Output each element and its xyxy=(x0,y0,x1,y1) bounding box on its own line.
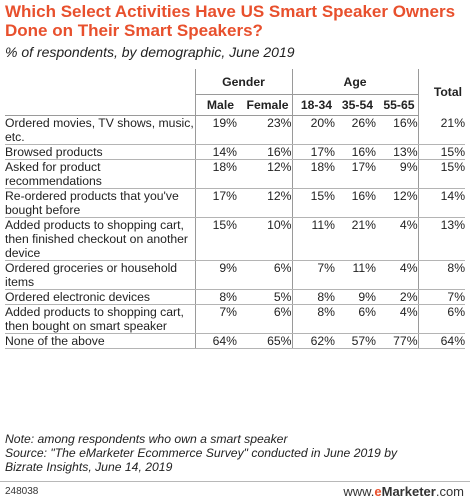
source-line: Source: "The eMarketer Ecommerce Survey"… xyxy=(5,446,398,460)
table-cell: 19% xyxy=(195,115,237,145)
table-cell: 5% xyxy=(237,289,293,305)
brand-logo: www.eMarketer.com xyxy=(343,484,464,499)
table-cell: 16% xyxy=(237,144,293,160)
column-header-18-34: 18-34 xyxy=(292,94,336,116)
table-cell: 8% xyxy=(292,304,336,334)
table-cell: 10% xyxy=(237,217,293,261)
source-note: Note: among respondents who own a smart … xyxy=(5,432,465,474)
table-cell: 64% xyxy=(195,333,237,349)
table-cell: 21% xyxy=(335,217,377,261)
table-cell: 7% xyxy=(418,289,466,305)
table-cell: 8% xyxy=(195,289,237,305)
table-cell: 23% xyxy=(237,115,293,145)
table-cell: 77% xyxy=(376,333,419,349)
table-cell: 11% xyxy=(292,217,336,261)
table-cell: 15% xyxy=(292,188,336,218)
table-row: Added products to shopping cart, then fi… xyxy=(5,217,466,261)
table-cell: 4% xyxy=(376,260,419,290)
table-cell: 17% xyxy=(195,188,237,218)
table-row: Browsed products 14% 16% 17% 16% 13% 15% xyxy=(5,144,466,160)
table-row: Ordered movies, TV shows, music, etc. 19%… xyxy=(5,115,466,145)
table-cell: 65% xyxy=(237,333,293,349)
footer-divider xyxy=(0,481,470,482)
table-cell: 20% xyxy=(292,115,336,145)
table-cell: 7% xyxy=(292,260,336,290)
table-cell: 14% xyxy=(418,188,466,218)
table-cell: 12% xyxy=(376,188,419,218)
table-row: Ordered groceries or household items 9% 6%… xyxy=(5,260,466,290)
brand-name: Marketer xyxy=(381,484,436,499)
table-cell: 14% xyxy=(195,144,237,160)
table-cell: 26% xyxy=(335,115,377,145)
table-cell: 16% xyxy=(335,188,377,218)
table-row: Added products to shopping cart, then bo… xyxy=(5,304,466,334)
column-header-male: Male xyxy=(195,94,237,116)
table-cell: 6% xyxy=(418,304,466,334)
column-header-35-54: 35-54 xyxy=(335,94,377,116)
table-cell: 13% xyxy=(418,217,466,261)
table-cell: 17% xyxy=(292,144,336,160)
table-cell: 9% xyxy=(335,289,377,305)
table-cell: 15% xyxy=(195,217,237,261)
column-header-blank xyxy=(5,94,196,116)
table-cell: 64% xyxy=(418,333,466,349)
brand-prefix: www. xyxy=(343,484,375,499)
table-cell: 7% xyxy=(195,304,237,334)
table-cell: 11% xyxy=(335,260,377,290)
row-label: Ordered groceries or household items xyxy=(5,260,196,290)
column-header-female: Female xyxy=(237,94,293,116)
table-cell: 16% xyxy=(335,144,377,160)
row-label: Asked for product recommendations xyxy=(5,159,196,189)
group-header-blank xyxy=(5,69,196,95)
row-label: Added products to shopping cart, then fi… xyxy=(5,217,196,261)
table-row: Ordered electronic devices 8% 5% 8% 9% 2% 7% xyxy=(5,289,466,305)
table-cell: 21% xyxy=(418,115,466,145)
table-cell: 2% xyxy=(376,289,419,305)
table-cell: 15% xyxy=(418,144,466,160)
row-label: Ordered electronic devices xyxy=(5,289,196,305)
table-cell: 16% xyxy=(376,115,419,145)
table-cell: 6% xyxy=(237,304,293,334)
chart-id: 248038 xyxy=(5,486,39,497)
table-cell: 6% xyxy=(335,304,377,334)
table-cell: 6% xyxy=(237,260,293,290)
row-label: Added products to shopping cart, then bo… xyxy=(5,304,196,334)
table-cell: 9% xyxy=(195,260,237,290)
table-cell: 8% xyxy=(292,289,336,305)
chart-subtitle: % of respondents, by demographic, June 2… xyxy=(5,44,295,60)
row-label: None of the above xyxy=(5,333,196,349)
group-header-row: Gender Age Total xyxy=(5,69,465,99)
table-cell: 62% xyxy=(292,333,336,349)
column-header-55-65: 55-65 xyxy=(376,94,419,116)
table-cell: 9% xyxy=(376,159,419,189)
table-cell: 12% xyxy=(237,159,293,189)
table-row: None of the above 64% 65% 62% 57% 77% 64% xyxy=(5,333,466,349)
table-cell: 8% xyxy=(418,260,466,290)
row-label: Re-ordered products that you've bought b… xyxy=(5,188,196,218)
chart-title: Which Select Activities Have US Smart Sp… xyxy=(5,2,456,40)
table-cell: 12% xyxy=(237,188,293,218)
brand-suffix: .com xyxy=(435,484,464,499)
source-line-2: Bizrate Insights, June 14, 2019 xyxy=(5,460,173,474)
table-cell: 18% xyxy=(292,159,336,189)
column-header-total: Total xyxy=(433,85,463,100)
brand-e: e xyxy=(374,484,382,499)
group-header-age: Age xyxy=(292,69,419,95)
column-header-row: Male Female 18-34 35-54 55-65 xyxy=(5,94,465,116)
table-cell: 4% xyxy=(376,304,419,334)
table-row: Asked for product recommendations 18% 12% 1… xyxy=(5,159,466,189)
table-cell: 17% xyxy=(335,159,377,189)
data-table: Gender Age Total Male Female 18-34 35-54… xyxy=(5,69,466,349)
table-row: Re-ordered products that you've bought b… xyxy=(5,188,466,218)
table-cell: 15% xyxy=(418,159,466,189)
note-line: Note: among respondents who own a smart … xyxy=(5,432,288,446)
table-cell: 57% xyxy=(335,333,377,349)
table-cell: 4% xyxy=(376,217,419,261)
row-label: Ordered movies, TV shows, music, etc. xyxy=(5,115,196,145)
table-cell: 18% xyxy=(195,159,237,189)
group-header-gender: Gender xyxy=(195,69,293,95)
row-label: Browsed products xyxy=(5,144,196,160)
table-cell: 13% xyxy=(376,144,419,160)
table-body: Ordered movies, TV shows, music, etc. 19%… xyxy=(5,115,466,349)
